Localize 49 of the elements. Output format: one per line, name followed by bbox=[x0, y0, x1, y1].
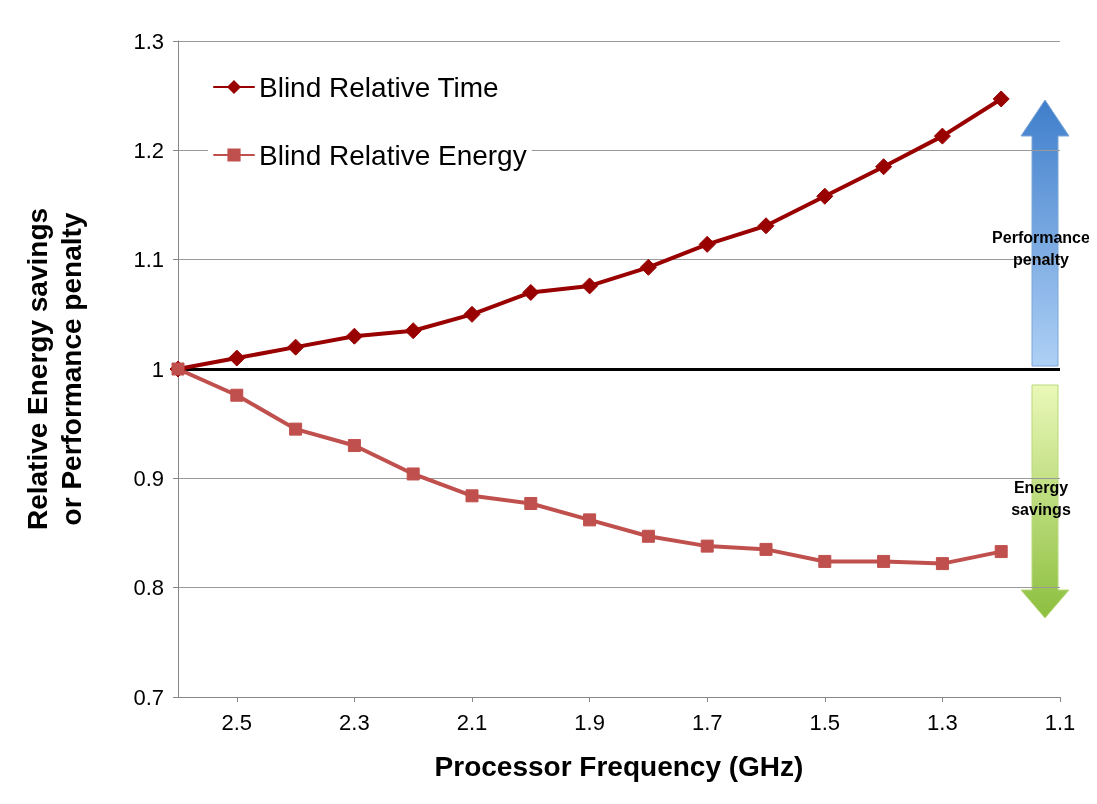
point bbox=[757, 217, 775, 235]
point bbox=[877, 554, 891, 568]
x-tick-label: 1.5 bbox=[809, 709, 841, 735]
y-axis-title: Relative Energy savings or Performance penalty bbox=[21, 207, 87, 531]
x-tick-label: 2.3 bbox=[339, 709, 370, 735]
point bbox=[347, 439, 361, 453]
x-tick-label: 1.1 bbox=[1044, 709, 1076, 735]
legend-label: Blind Relative Energy bbox=[259, 139, 527, 171]
point bbox=[228, 349, 246, 367]
point bbox=[933, 127, 951, 145]
y-tick-label: 0.7 bbox=[133, 684, 164, 710]
x-tick-label: 2.5 bbox=[221, 709, 253, 735]
point bbox=[816, 187, 834, 205]
point bbox=[406, 467, 420, 481]
point bbox=[583, 513, 597, 527]
y-tick-label: 0.9 bbox=[133, 465, 164, 491]
point bbox=[700, 539, 714, 553]
y-tick-label: 1.3 bbox=[133, 28, 164, 54]
y-tick-label: 1.2 bbox=[133, 137, 164, 163]
annotation: Energy savings bbox=[1011, 478, 1071, 518]
point bbox=[992, 90, 1010, 108]
y-tick-label: 0.8 bbox=[133, 575, 164, 601]
point bbox=[641, 529, 655, 543]
x-axis-title: Processor Frequency (GHz) bbox=[434, 750, 804, 782]
y-tick-label: 1 bbox=[151, 356, 164, 382]
x-tick-label: 1.9 bbox=[574, 709, 605, 735]
point bbox=[581, 277, 599, 295]
point bbox=[287, 338, 305, 356]
x-tick-label: 1.7 bbox=[691, 709, 723, 735]
point bbox=[818, 554, 832, 568]
point bbox=[230, 388, 244, 402]
point bbox=[465, 489, 479, 503]
annotation: Performance penalty bbox=[992, 228, 1091, 268]
legend-label: Blind Relative Time bbox=[259, 71, 499, 103]
point bbox=[935, 557, 949, 571]
point bbox=[289, 422, 303, 436]
x-tick-label: 1.3 bbox=[927, 709, 958, 735]
point bbox=[994, 545, 1008, 559]
point bbox=[524, 496, 538, 510]
x-tick-label: 2.1 bbox=[456, 709, 488, 735]
point bbox=[639, 258, 657, 276]
point bbox=[522, 283, 540, 301]
point bbox=[875, 158, 893, 176]
point bbox=[463, 305, 481, 323]
point bbox=[404, 322, 422, 340]
point bbox=[698, 235, 716, 253]
point bbox=[759, 542, 773, 556]
point bbox=[345, 327, 363, 345]
y-tick-label: 1.1 bbox=[133, 247, 164, 273]
